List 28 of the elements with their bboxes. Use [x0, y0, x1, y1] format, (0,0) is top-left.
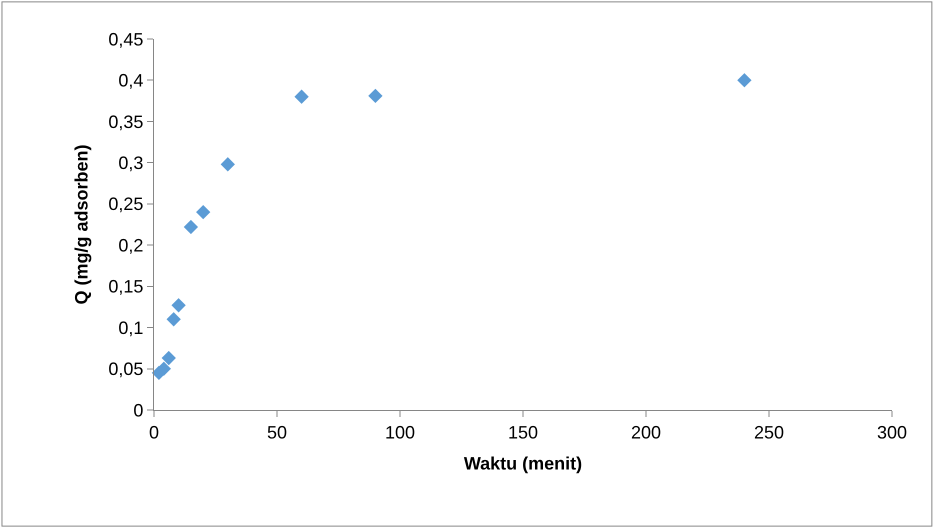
y-tick-label: 0: [133, 400, 144, 420]
y-tick-label: 0,4: [118, 70, 144, 91]
x-tick-label: 200: [630, 422, 662, 443]
x-tick-label: 0: [148, 422, 160, 443]
y-tick-label: 0,1: [118, 318, 144, 338]
x-tick-label: 100: [384, 422, 416, 443]
y-tick-label: 0,15: [108, 276, 144, 297]
point: [220, 157, 235, 172]
point: [184, 220, 198, 234]
y-tick-label: 0,35: [108, 112, 144, 132]
point: [737, 73, 752, 88]
point: [166, 312, 181, 326]
point: [196, 204, 210, 220]
y-tick-label: 0,2: [118, 235, 144, 256]
point: [368, 88, 383, 104]
x-tick-label: 300: [876, 422, 908, 443]
y-tick-label: 0,05: [108, 359, 144, 380]
point: [162, 350, 176, 366]
x-tick-label: 250: [754, 422, 784, 443]
y-tick-label: 0,25: [108, 194, 144, 214]
y-axis-title: Q (mg/g adsorben): [72, 144, 92, 305]
x-axis-title: Waktu (menit): [464, 454, 582, 474]
y-tick-label: 0,45: [108, 29, 144, 50]
point: [171, 298, 186, 312]
point: [294, 90, 309, 104]
x-tick-label: 150: [508, 422, 538, 443]
x-tick-label: 50: [266, 422, 288, 443]
y-tick-label: 0,3: [118, 152, 144, 173]
